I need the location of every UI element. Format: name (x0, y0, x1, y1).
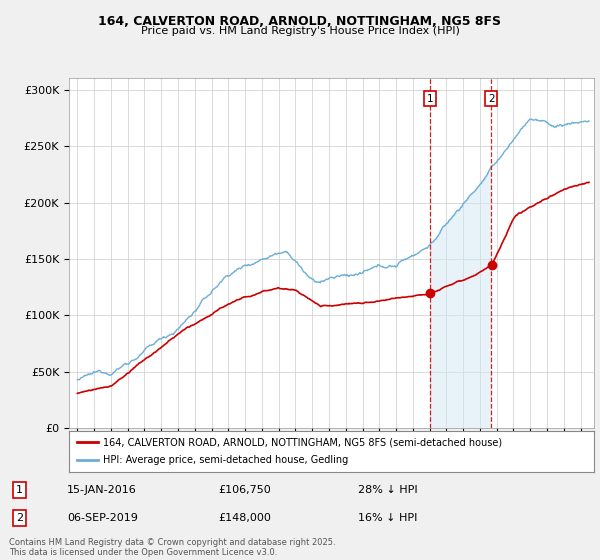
Text: 2: 2 (16, 513, 23, 523)
Text: 2: 2 (488, 94, 494, 104)
Text: 164, CALVERTON ROAD, ARNOLD, NOTTINGHAM, NG5 8FS (semi-detached house): 164, CALVERTON ROAD, ARNOLD, NOTTINGHAM,… (103, 437, 502, 447)
Text: 164, CALVERTON ROAD, ARNOLD, NOTTINGHAM, NG5 8FS: 164, CALVERTON ROAD, ARNOLD, NOTTINGHAM,… (98, 15, 502, 28)
Text: £106,750: £106,750 (218, 485, 271, 495)
Text: Contains HM Land Registry data © Crown copyright and database right 2025.
This d: Contains HM Land Registry data © Crown c… (9, 538, 335, 557)
Text: 1: 1 (16, 485, 23, 495)
Text: 15-JAN-2016: 15-JAN-2016 (67, 485, 137, 495)
Text: £148,000: £148,000 (218, 513, 271, 523)
Text: Price paid vs. HM Land Registry's House Price Index (HPI): Price paid vs. HM Land Registry's House … (140, 26, 460, 36)
Text: 1: 1 (427, 94, 434, 104)
Text: 06-SEP-2019: 06-SEP-2019 (67, 513, 138, 523)
Text: 16% ↓ HPI: 16% ↓ HPI (358, 513, 418, 523)
Text: 28% ↓ HPI: 28% ↓ HPI (358, 485, 418, 495)
Text: HPI: Average price, semi-detached house, Gedling: HPI: Average price, semi-detached house,… (103, 455, 349, 465)
